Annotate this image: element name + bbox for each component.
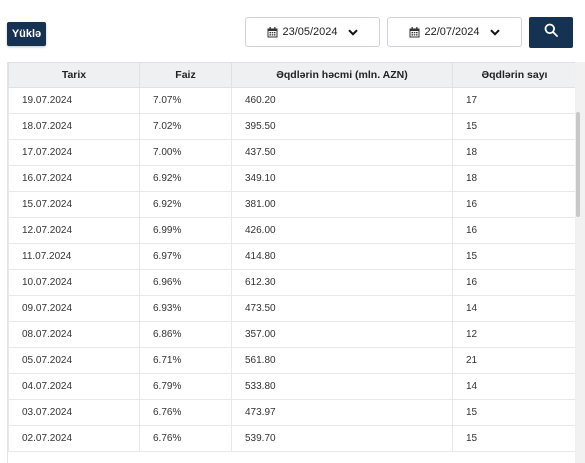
rate-cell: 7.02%: [139, 113, 232, 140]
table-row: 12.07.2024 6.99% 426.00 16: [8, 217, 576, 244]
rate-cell: 6.92%: [139, 165, 232, 192]
count-cell: 14: [452, 373, 576, 400]
search-button[interactable]: [529, 17, 573, 48]
search-icon: [544, 23, 558, 42]
count-cell: 15: [452, 113, 576, 140]
table-row: 09.07.2024 6.93% 473.50 14: [8, 295, 576, 322]
calendar-icon: [267, 26, 278, 38]
vertical-scrollbar[interactable]: [575, 62, 585, 463]
date-from-value: 23/05/2024: [282, 26, 338, 38]
volume-cell: 539.70: [231, 425, 453, 452]
date-to-value: 22/07/2024: [424, 26, 480, 38]
rate-cell: 6.79%: [139, 373, 232, 400]
table-row: 02.07.2024 6.76% 539.70 15: [8, 425, 576, 452]
date-from-picker[interactable]: 23/05/2024: [245, 17, 380, 47]
count-cell: 15: [452, 399, 576, 426]
count-cell: 21: [452, 347, 576, 374]
column-header-date[interactable]: Tarix: [8, 62, 140, 88]
count-cell: 14: [452, 295, 576, 322]
volume-cell: 426.00: [231, 217, 453, 244]
table-row: 03.07.2024 6.76% 473.97 15: [8, 399, 576, 426]
column-header-rate[interactable]: Faiz: [139, 62, 232, 88]
date-cell: 02.07.2024: [8, 425, 140, 452]
volume-cell: 612.30: [231, 269, 453, 296]
table-row: 08.07.2024 6.86% 357.00 12: [8, 321, 576, 348]
count-cell: 16: [452, 191, 576, 218]
scrollbar-thumb[interactable]: [576, 112, 580, 217]
table-body: 19.07.2024 7.07% 460.20 17 18.07.2024 7.02% 39…: [8, 87, 576, 452]
rate-cell: 6.93%: [139, 295, 232, 322]
toolbar: Yüklə 23/05/2024: [0, 0, 585, 62]
count-cell: 18: [452, 165, 576, 192]
date-cell: 12.07.2024: [8, 217, 140, 244]
rate-cell: 6.76%: [139, 399, 232, 426]
volume-cell: 395.50: [231, 113, 453, 140]
chevron-down-icon: [347, 28, 358, 36]
calendar-icon: [409, 26, 420, 38]
rate-cell: 6.76%: [139, 425, 232, 452]
table-row: 15.07.2024 6.92% 381.00 16: [8, 191, 576, 218]
date-cell: 17.07.2024: [8, 139, 140, 166]
chevron-down-icon: [489, 28, 500, 36]
data-table-container: Tarix Faiz Əqdlərin həcmi (mln. AZN) Əqd…: [7, 62, 576, 463]
volume-cell: 473.50: [231, 295, 453, 322]
table-row: 19.07.2024 7.07% 460.20 17: [8, 87, 576, 114]
volume-cell: 533.80: [231, 373, 453, 400]
rate-cell: 6.99%: [139, 217, 232, 244]
date-cell: 11.07.2024: [8, 243, 140, 270]
volume-cell: 437.50: [231, 139, 453, 166]
table-row: 11.07.2024 6.97% 414.80 15: [8, 243, 576, 270]
rate-cell: 6.71%: [139, 347, 232, 374]
table-row: 18.07.2024 7.02% 395.50 15: [8, 113, 576, 140]
date-cell: 05.07.2024: [8, 347, 140, 374]
rate-cell: 6.96%: [139, 269, 232, 296]
date-cell: 10.07.2024: [8, 269, 140, 296]
date-cell: 08.07.2024: [8, 321, 140, 348]
table-row: 05.07.2024 6.71% 561.80 21: [8, 347, 576, 374]
count-cell: 16: [452, 269, 576, 296]
column-header-volume[interactable]: Əqdlərin həcmi (mln. AZN): [231, 62, 453, 88]
count-cell: 17: [452, 87, 576, 114]
table-row: 16.07.2024 6.92% 349.10 18: [8, 165, 576, 192]
table-row: 17.07.2024 7.00% 437.50 18: [8, 139, 576, 166]
upload-button[interactable]: Yüklə: [7, 22, 46, 46]
volume-cell: 561.80: [231, 347, 453, 374]
date-cell: 03.07.2024: [8, 399, 140, 426]
table-header-row: Tarix Faiz Əqdlərin həcmi (mln. AZN) Əqd…: [8, 62, 576, 88]
volume-cell: 473.97: [231, 399, 453, 426]
date-cell: 15.07.2024: [8, 191, 140, 218]
date-cell: 19.07.2024: [8, 87, 140, 114]
date-cell: 18.07.2024: [8, 113, 140, 140]
rate-cell: 7.07%: [139, 87, 232, 114]
count-cell: 16: [452, 217, 576, 244]
volume-cell: 381.00: [231, 191, 453, 218]
count-cell: 18: [452, 139, 576, 166]
rate-cell: 6.97%: [139, 243, 232, 270]
rate-cell: 7.00%: [139, 139, 232, 166]
table-row: 04.07.2024 6.79% 533.80 14: [8, 373, 576, 400]
volume-cell: 349.10: [231, 165, 453, 192]
volume-cell: 357.00: [231, 321, 453, 348]
volume-cell: 414.80: [231, 243, 453, 270]
rate-cell: 6.86%: [139, 321, 232, 348]
date-cell: 04.07.2024: [8, 373, 140, 400]
date-cell: 16.07.2024: [8, 165, 140, 192]
table-row: 10.07.2024 6.96% 612.30 16: [8, 269, 576, 296]
count-cell: 15: [452, 425, 576, 452]
date-cell: 09.07.2024: [8, 295, 140, 322]
column-header-count[interactable]: Əqdlərin sayı: [452, 62, 576, 88]
rate-cell: 6.92%: [139, 191, 232, 218]
date-to-picker[interactable]: 22/07/2024: [387, 17, 522, 47]
count-cell: 12: [452, 321, 576, 348]
count-cell: 15: [452, 243, 576, 270]
rates-table: Tarix Faiz Əqdlərin həcmi (mln. AZN) Əqd…: [8, 62, 576, 452]
volume-cell: 460.20: [231, 87, 453, 114]
